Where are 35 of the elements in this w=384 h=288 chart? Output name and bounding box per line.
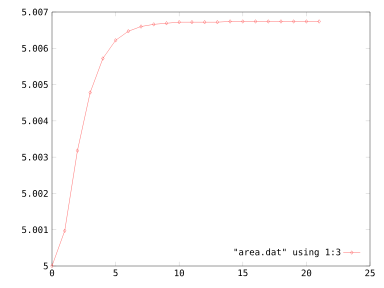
point: [254, 19, 258, 24]
y-tick-label: 5.006: [22, 44, 48, 52]
x-tick-label: 20: [302, 270, 312, 276]
point: [304, 19, 308, 24]
y-tick-label: 5.004: [22, 117, 48, 124]
point: [292, 19, 296, 24]
point: [63, 228, 66, 233]
point: [266, 19, 270, 24]
x-tick-label: 25: [365, 270, 375, 276]
point: [139, 24, 143, 29]
point: [203, 20, 206, 24]
point: [114, 38, 118, 42]
x-tick-label: 15: [238, 270, 248, 276]
y-tick-label: 5.007: [22, 8, 48, 16]
point: [241, 19, 244, 24]
point: [126, 29, 130, 34]
x-tick-label: 5: [114, 270, 118, 276]
point: [88, 90, 92, 95]
point: [164, 21, 168, 26]
point: [101, 56, 104, 60]
point: [279, 19, 283, 24]
point: [152, 22, 156, 26]
point: [76, 148, 79, 153]
point: [190, 20, 194, 24]
point: [228, 19, 232, 24]
y-tick-label: 5: [44, 262, 48, 270]
y-tick-label: 5.002: [22, 190, 48, 197]
point: [178, 20, 181, 24]
y-tick-label: 5.003: [22, 154, 48, 161]
legend-label: "area.dat" using 1:3: [234, 248, 340, 258]
y-tick-label: 5.005: [22, 81, 48, 88]
y-tick-label: 5.001: [22, 226, 48, 234]
x-tick-label: 10: [174, 270, 184, 276]
point: [216, 20, 219, 24]
x-tick-label: 0: [50, 270, 54, 276]
